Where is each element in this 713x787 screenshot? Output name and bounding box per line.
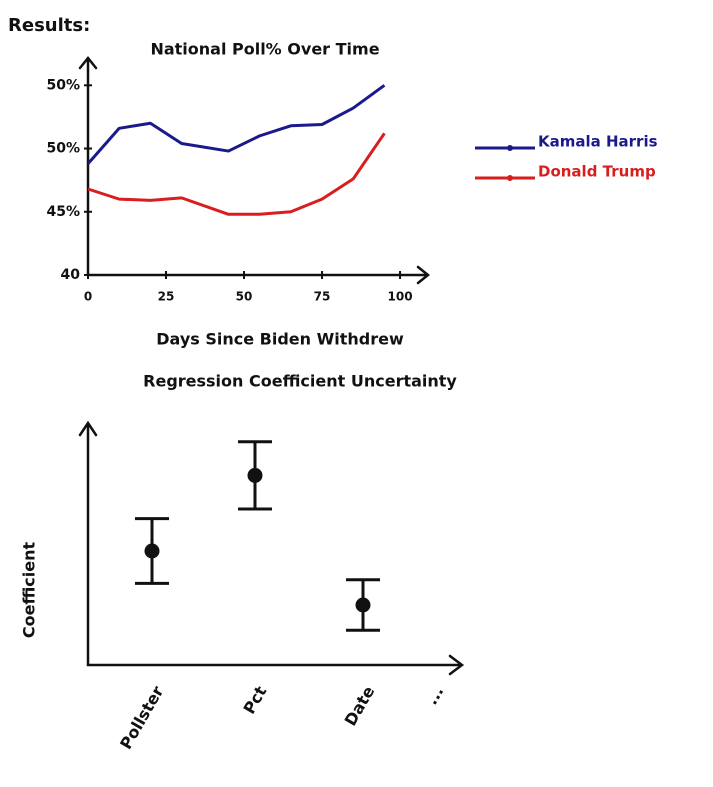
- y-tick-label: 50%: [46, 141, 80, 157]
- legend-dot: [507, 175, 513, 181]
- legend-label: Kamala Harris: [538, 133, 658, 151]
- x-tick-label: Pct: [239, 682, 270, 717]
- point: [247, 467, 263, 483]
- x-axis-label: Days Since Biden Withdrew: [156, 330, 404, 349]
- x-tick-label: Date: [341, 683, 379, 730]
- y-tick-label: 45%: [46, 204, 80, 220]
- chart-title: Regression Coefficient Uncertainty: [143, 372, 457, 391]
- y-tick-label: 50%: [46, 77, 80, 93]
- x-tick-label: 100: [388, 290, 413, 304]
- x-tick-label: ...: [422, 683, 448, 708]
- x-tick-label: Pollster: [116, 683, 167, 753]
- point: [144, 543, 160, 559]
- legend-dot: [507, 145, 513, 151]
- x-tick-label: 25: [158, 290, 175, 304]
- series-line: [87, 132, 386, 216]
- axes: [78, 420, 465, 676]
- x-tick-label: 0: [84, 290, 92, 304]
- x-tick-label: 50: [236, 290, 253, 304]
- header-title: Results:: [8, 15, 90, 36]
- chart-title: National Poll% Over Time: [150, 40, 379, 59]
- x-tick-label: 75: [314, 290, 331, 304]
- series-line: [86, 84, 386, 165]
- legend-label: Donald Trump: [538, 163, 656, 181]
- y-tick-label: 40: [61, 267, 81, 283]
- point: [355, 597, 371, 613]
- y-axis-label: Coefficient: [20, 542, 39, 639]
